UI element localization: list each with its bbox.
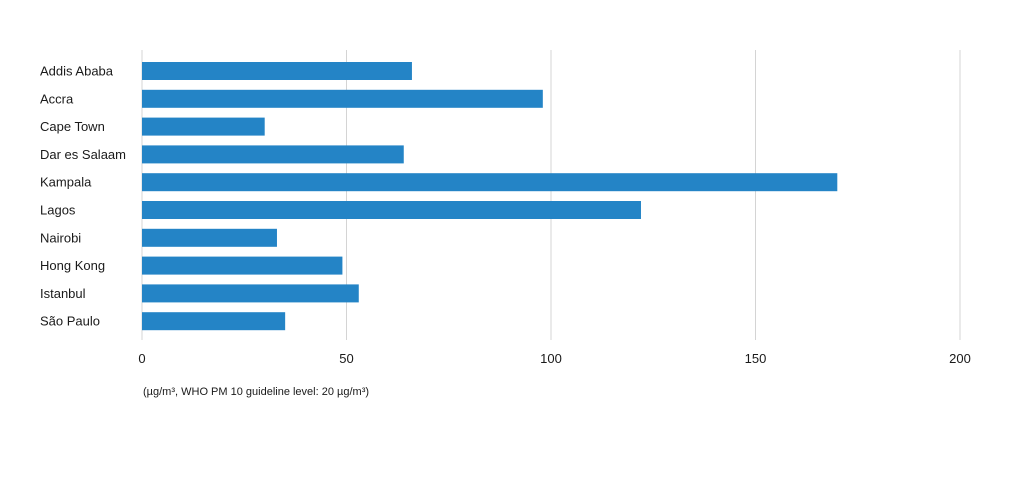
bar — [142, 62, 412, 80]
category-label: Dar es Salaam — [40, 147, 126, 162]
category-label: Kampala — [40, 175, 92, 190]
bar — [142, 117, 265, 136]
bar — [142, 284, 359, 303]
bars — [142, 62, 838, 331]
x-tick-label: 200 — [949, 351, 971, 366]
category-label: Cape Town — [40, 119, 105, 134]
category-label: Lagos — [40, 203, 76, 218]
bar — [142, 201, 641, 219]
category-label: Hong Kong — [40, 258, 105, 273]
category-label: São Paulo — [40, 314, 100, 329]
category-label: Nairobi — [40, 230, 81, 245]
x-tick-label: 150 — [745, 351, 767, 366]
bar — [142, 312, 286, 331]
x-axis-unit-note: (µg/m³, WHO PM 10 guideline level: 20 µg… — [143, 386, 369, 398]
category-label: Addis Ababa — [40, 64, 114, 79]
x-tick-label: 100 — [540, 351, 562, 366]
bar — [142, 228, 277, 247]
bar — [142, 89, 543, 108]
x-tick-label: 0 — [138, 351, 145, 366]
x-tick-labels: 0 50 100 150 200 — [138, 351, 970, 366]
category-label: Accra — [40, 91, 74, 106]
category-labels: Addis Ababa Accra Cape Town Dar es Salaam Ka… — [40, 64, 126, 329]
bar — [142, 173, 838, 192]
bar — [142, 256, 343, 275]
bar — [142, 145, 404, 164]
category-label: Istanbul — [40, 286, 86, 301]
x-tick-label: 50 — [339, 351, 353, 366]
